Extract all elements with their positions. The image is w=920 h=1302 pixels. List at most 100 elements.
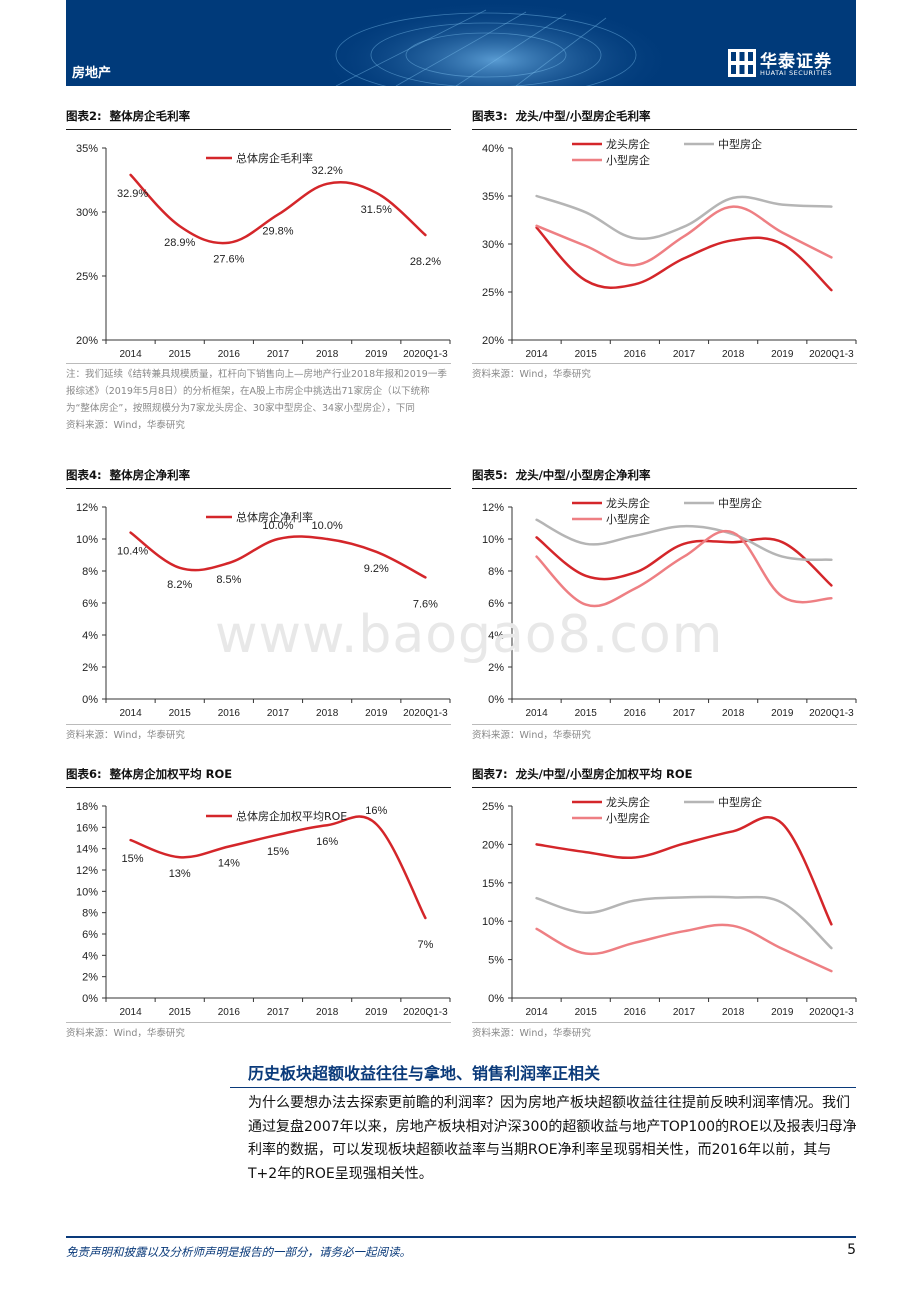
x-tick-label: 2018: [722, 1007, 745, 1018]
data-label: 7.6%: [413, 598, 438, 610]
chart-5-title-text: 龙头/中型/小型房企净利率: [515, 468, 651, 482]
y-tick-label: 12%: [76, 865, 98, 877]
section-body: 为什么要想办法去探索更前瞻的利润率？因为房地产板块超额收益往往提前反映利润率情况…: [248, 1095, 857, 1182]
chart-4-title-text: 整体房企净利率: [109, 468, 191, 482]
y-tick-label: 4%: [82, 630, 98, 642]
page-number: 5: [847, 1242, 856, 1258]
x-tick-label: 2019: [365, 349, 388, 360]
chart-7-title: 图表7: 龙头/中型/小型房企加权平均 ROE: [472, 766, 857, 788]
x-tick-label: 2014: [119, 1007, 142, 1018]
x-tick-label: 2015: [169, 349, 192, 360]
legend-label: 龙头房企: [606, 496, 650, 510]
x-tick-label: 2017: [267, 708, 290, 719]
y-tick-label: 6%: [82, 598, 98, 610]
x-tick-label: 2016: [218, 349, 241, 360]
chart-6-title: 图表6: 整体房企加权平均 ROE: [66, 766, 451, 788]
chart-6-label: 图表6:: [66, 767, 102, 781]
huatai-logo: 华泰证券 HUATAI SECURITIES: [728, 46, 848, 80]
legend-label: 小型房企: [606, 512, 650, 526]
data-label: 27.6%: [213, 254, 244, 266]
y-tick-label: 35%: [76, 143, 98, 155]
chart-svg: 0% 2% 4% 6% 8% 10% 12% 2014 2015 2016 2017 2018 2019…: [76, 502, 451, 719]
x-tick-label: 2015: [575, 708, 598, 719]
data-label: 14%: [218, 858, 240, 870]
chart-3-title: 图表3: 龙头/中型/小型房企毛利率: [472, 108, 857, 130]
x-tick-label: 2018: [316, 1007, 339, 1018]
chart-4: 0% 2% 4% 6% 8% 10% 12% 2014 2015 2016 2017 2018 2019…: [66, 487, 456, 722]
series-line-0: [129, 815, 427, 920]
x-tick-label: 2014: [119, 349, 142, 360]
brand-name-cn: 华泰证券: [760, 52, 832, 72]
series-line-2: [535, 529, 833, 608]
sector-label: 房地产: [72, 66, 112, 81]
x-tick-label: 2018: [722, 349, 745, 360]
legend-label: 总体房企毛利率: [236, 151, 313, 165]
legend-label: 总体房企加权平均ROE: [236, 809, 347, 823]
legend-label: 小型房企: [606, 811, 650, 825]
x-tick-label: 2017: [673, 708, 696, 719]
y-tick-label: 18%: [76, 801, 98, 813]
y-tick-label: 0%: [488, 993, 504, 1005]
chart-svg: 20% 25% 30% 35% 2014 2015 2016 2017 2018 2019 2020…: [76, 143, 451, 360]
x-tick-label: 2020Q1-3: [809, 1007, 854, 1018]
chart-3: 20% 25% 30% 35% 40% 2014 2015 2016 2017 2018 2019 2…: [472, 128, 862, 363]
chart-5-label: 图表5:: [472, 468, 508, 482]
chart-svg: 0% 5% 10% 15% 20% 25% 2014 2015 2016 2017 2018 2019…: [482, 795, 857, 1018]
y-tick-label: 2%: [82, 972, 98, 984]
y-tick-label: 5%: [488, 955, 504, 967]
y-tick-label: 0%: [488, 694, 504, 706]
legend-label: 中型房企: [718, 795, 762, 809]
y-tick-label: 4%: [488, 630, 504, 642]
y-tick-label: 10%: [482, 916, 504, 928]
data-label: 16%: [316, 836, 338, 848]
x-tick-label: 2019: [771, 1007, 794, 1018]
y-tick-label: 20%: [482, 335, 504, 347]
chart-svg: 0% 2% 4% 6% 8% 10% 12% 14% 16% 18% 2014 2015 2016 201…: [76, 801, 451, 1018]
data-label: 10.0%: [312, 520, 343, 532]
data-label: 16%: [365, 805, 387, 817]
data-label: 13%: [169, 868, 191, 880]
y-tick-label: 25%: [76, 271, 98, 283]
x-tick-label: 2018: [316, 349, 339, 360]
x-tick-label: 2019: [771, 349, 794, 360]
watermark: www.baogao8.com: [215, 605, 724, 665]
data-label: 10.4%: [117, 546, 148, 558]
chart-7: 0% 5% 10% 15% 20% 25% 2014 2015 2016 2017 2018 2019…: [472, 786, 862, 1021]
y-tick-label: 4%: [82, 950, 98, 962]
chart-svg: 20% 25% 30% 35% 40% 2014 2015 2016 2017 2018 2019 2…: [482, 137, 857, 360]
brand-name-en: HUATAI SECURITIES: [760, 69, 833, 77]
data-label: 28.9%: [164, 237, 195, 249]
x-tick-label: 2014: [525, 1007, 548, 1018]
data-label: 32.9%: [117, 188, 148, 200]
chart-7-source: 资料来源：Wind，华泰研究: [472, 1022, 857, 1042]
data-label: 8.2%: [167, 579, 192, 591]
x-tick-label: 2017: [267, 1007, 290, 1018]
chart-2-note-block: 注：我们延续《结转兼具规模质量，杠杆向下销售向上—房地产行业2018年报和201…: [66, 363, 451, 434]
chart-2-title-text: 整体房企毛利率: [109, 109, 191, 123]
series-line-0: [535, 816, 833, 926]
y-tick-label: 6%: [82, 929, 98, 941]
chart-4-label: 图表4:: [66, 468, 102, 482]
chart-3-title-text: 龙头/中型/小型房企毛利率: [515, 109, 651, 123]
data-label: 8.5%: [216, 574, 241, 586]
chart-5-source: 资料来源：Wind，华泰研究: [472, 724, 857, 744]
data-label: 10.0%: [262, 520, 293, 532]
x-tick-label: 2015: [575, 1007, 598, 1018]
y-tick-label: 14%: [76, 844, 98, 856]
legend-label: 龙头房企: [606, 795, 650, 809]
chart-2-title: 图表2: 整体房企毛利率: [66, 108, 451, 130]
x-tick-label: 2018: [316, 708, 339, 719]
x-tick-label: 2019: [365, 708, 388, 719]
chart-svg: 0% 2% 4% 6% 8% 10% 12% 2014 2015 2016 2017 2018 2019…: [482, 496, 857, 719]
y-tick-label: 10%: [76, 886, 98, 898]
series-line-1: [535, 895, 833, 950]
x-tick-label: 2016: [218, 1007, 241, 1018]
y-tick-label: 35%: [482, 191, 504, 203]
chart-2-note: 注：我们延续《结转兼具规模质量，杠杆向下销售向上—房地产行业2018年报和201…: [66, 369, 447, 414]
y-tick-label: 16%: [76, 822, 98, 834]
legend-label: 龙头房企: [606, 137, 650, 151]
series-line-0: [129, 531, 427, 579]
chart-7-label: 图表7:: [472, 767, 508, 781]
series-line-0: [129, 173, 427, 245]
y-tick-label: 30%: [76, 207, 98, 219]
